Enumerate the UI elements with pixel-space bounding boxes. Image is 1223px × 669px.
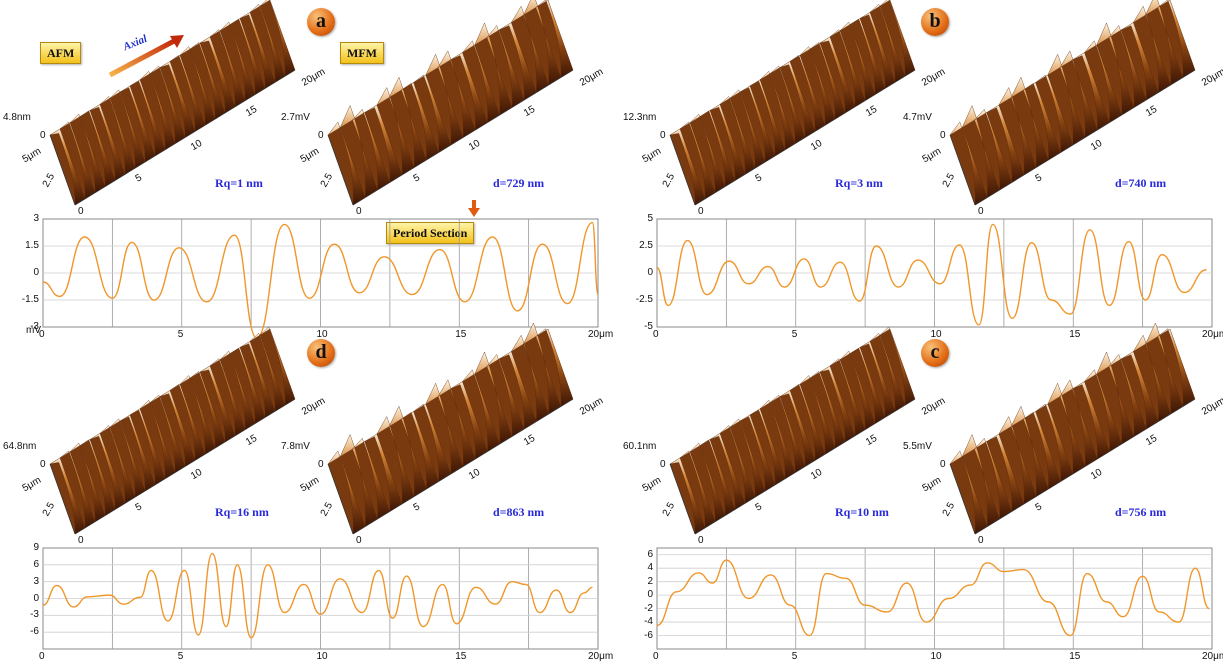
profile-plot: [614, 0, 1223, 335]
y-tick-label: 4: [614, 562, 653, 573]
y-tick-label: 0: [614, 589, 653, 600]
y-tick-label: -4: [614, 616, 653, 627]
y-tick-label: 0: [0, 593, 39, 604]
y-tick-label: 6: [614, 549, 653, 560]
y-tick-label: 9: [0, 542, 39, 553]
y-tick-label: 5: [614, 213, 653, 224]
y-tick-label: 0: [0, 267, 39, 278]
y-tick-label: 3: [0, 213, 39, 224]
profile-series-line: [43, 554, 592, 638]
profile-series-line: [657, 224, 1206, 324]
x-tick-label: 5: [792, 651, 798, 662]
y-tick-label: -6: [0, 626, 39, 637]
x-tick-label: 15: [455, 651, 466, 662]
x-tick-label: 20μm: [1202, 651, 1223, 662]
x-tick-label: 0: [653, 651, 659, 662]
y-tick-label: 6: [0, 559, 39, 570]
y-tick-label: 2: [614, 576, 653, 587]
y-tick-label: 1.5: [0, 240, 39, 251]
x-tick-label: 10: [317, 651, 328, 662]
y-tick-label: 3: [0, 576, 39, 587]
y-tick-label: -6: [614, 630, 653, 641]
profile-plot: [0, 0, 610, 335]
profile-series-line: [657, 560, 1209, 635]
profile-plot: [0, 334, 610, 669]
x-tick-label: 20μm: [588, 651, 613, 662]
x-tick-label: 5: [178, 651, 184, 662]
y-tick-label: 0: [614, 267, 653, 278]
profile-plot: [614, 334, 1223, 669]
x-tick-label: 0: [39, 651, 45, 662]
x-tick-label: 10: [931, 651, 942, 662]
y-tick-label: 2.5: [614, 240, 653, 251]
y-tick-label: -3: [0, 609, 39, 620]
y-tick-label: -2: [614, 603, 653, 614]
y-tick-label: -1.5: [0, 294, 39, 305]
y-tick-label: -2.5: [614, 294, 653, 305]
x-tick-label: 15: [1069, 651, 1080, 662]
